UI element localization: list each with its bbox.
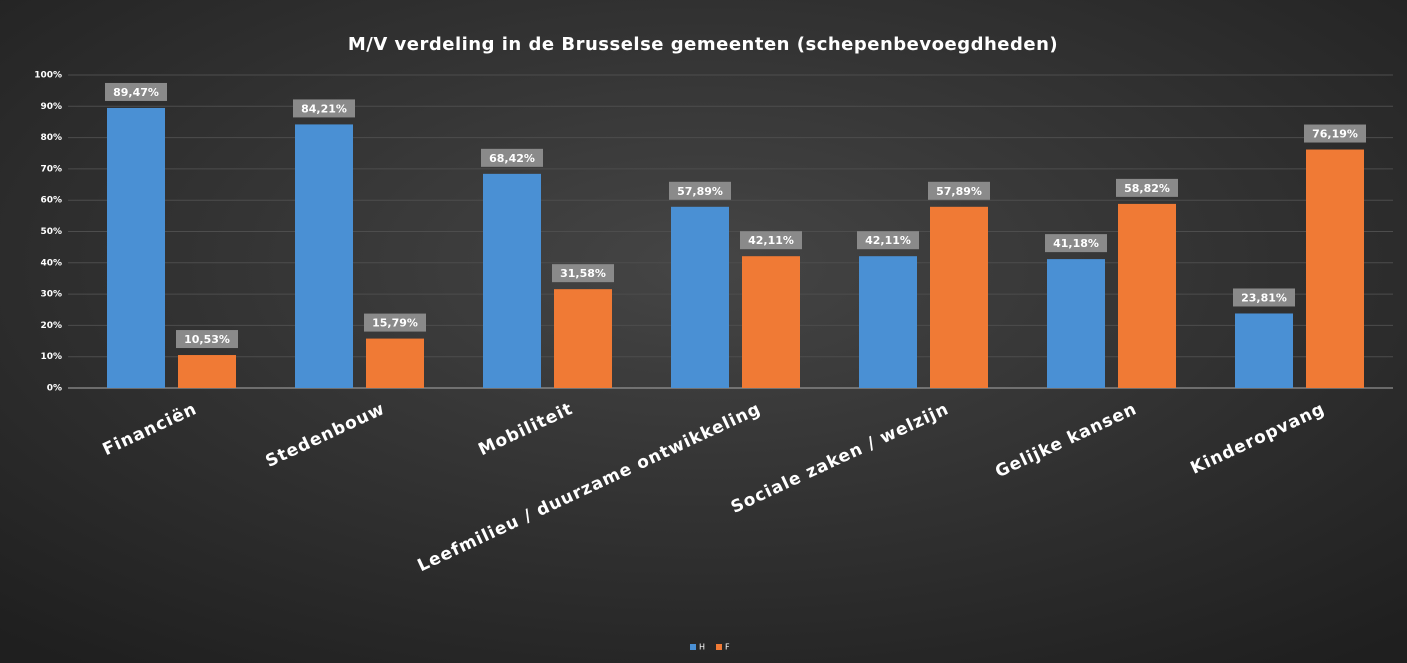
bar	[671, 206, 729, 388]
bar	[107, 107, 165, 389]
value-label-box	[105, 82, 167, 101]
bar	[1118, 203, 1176, 388]
y-tick-label: 80%	[40, 133, 62, 143]
legend-swatch	[716, 644, 722, 650]
value-label-box	[1233, 288, 1295, 307]
value-label: 84,21%	[301, 102, 347, 115]
bar	[554, 289, 612, 388]
value-label: 23,81%	[1241, 291, 1287, 304]
value-label-box	[481, 148, 543, 167]
value-label-box	[669, 181, 731, 200]
y-tick-label: 20%	[40, 321, 62, 331]
legend-label: F	[725, 643, 730, 652]
value-label: 58,82%	[1124, 182, 1170, 195]
value-label-box	[928, 181, 990, 200]
legend-swatch	[690, 644, 696, 650]
y-tick-label: 50%	[40, 227, 62, 237]
bar	[742, 256, 800, 388]
y-tick-label: 60%	[40, 196, 62, 206]
y-tick-label: 90%	[40, 102, 62, 112]
bar	[859, 256, 917, 388]
y-tick-label: 70%	[40, 164, 62, 174]
value-label-box	[1304, 124, 1366, 143]
value-label-box	[552, 264, 614, 283]
value-label-box	[364, 313, 426, 332]
value-label: 10,53%	[184, 333, 230, 346]
bar	[178, 355, 236, 388]
y-tick-label: 40%	[40, 258, 62, 268]
bar	[483, 173, 541, 388]
value-label: 57,89%	[677, 185, 723, 198]
value-label: 76,19%	[1312, 128, 1358, 141]
y-tick-label: 10%	[40, 352, 62, 362]
value-label-box	[740, 231, 802, 250]
value-label-box	[1116, 178, 1178, 197]
bar	[295, 124, 353, 388]
y-tick-label: 30%	[40, 290, 62, 300]
value-label-box	[857, 231, 919, 250]
value-label: 42,11%	[865, 234, 911, 247]
value-label-box	[176, 330, 238, 349]
value-label-box	[1045, 234, 1107, 253]
bar	[366, 338, 424, 388]
value-label: 68,42%	[489, 152, 535, 165]
bar	[930, 206, 988, 388]
value-label: 15,79%	[372, 317, 418, 330]
value-label: 42,11%	[748, 234, 794, 247]
value-label: 41,18%	[1053, 237, 1099, 250]
legend-label: H	[699, 643, 705, 652]
value-label: 89,47%	[113, 86, 159, 99]
y-tick-label: 100%	[34, 71, 62, 81]
value-label-box	[293, 99, 355, 118]
bar	[1235, 313, 1293, 388]
y-tick-label: 0%	[47, 384, 62, 394]
value-label: 57,89%	[936, 185, 982, 198]
chart-title: M/V verdeling in de Brusselse gemeenten …	[348, 34, 1058, 55]
bar	[1047, 259, 1105, 388]
bar	[1306, 149, 1364, 388]
value-label: 31,58%	[560, 267, 606, 280]
